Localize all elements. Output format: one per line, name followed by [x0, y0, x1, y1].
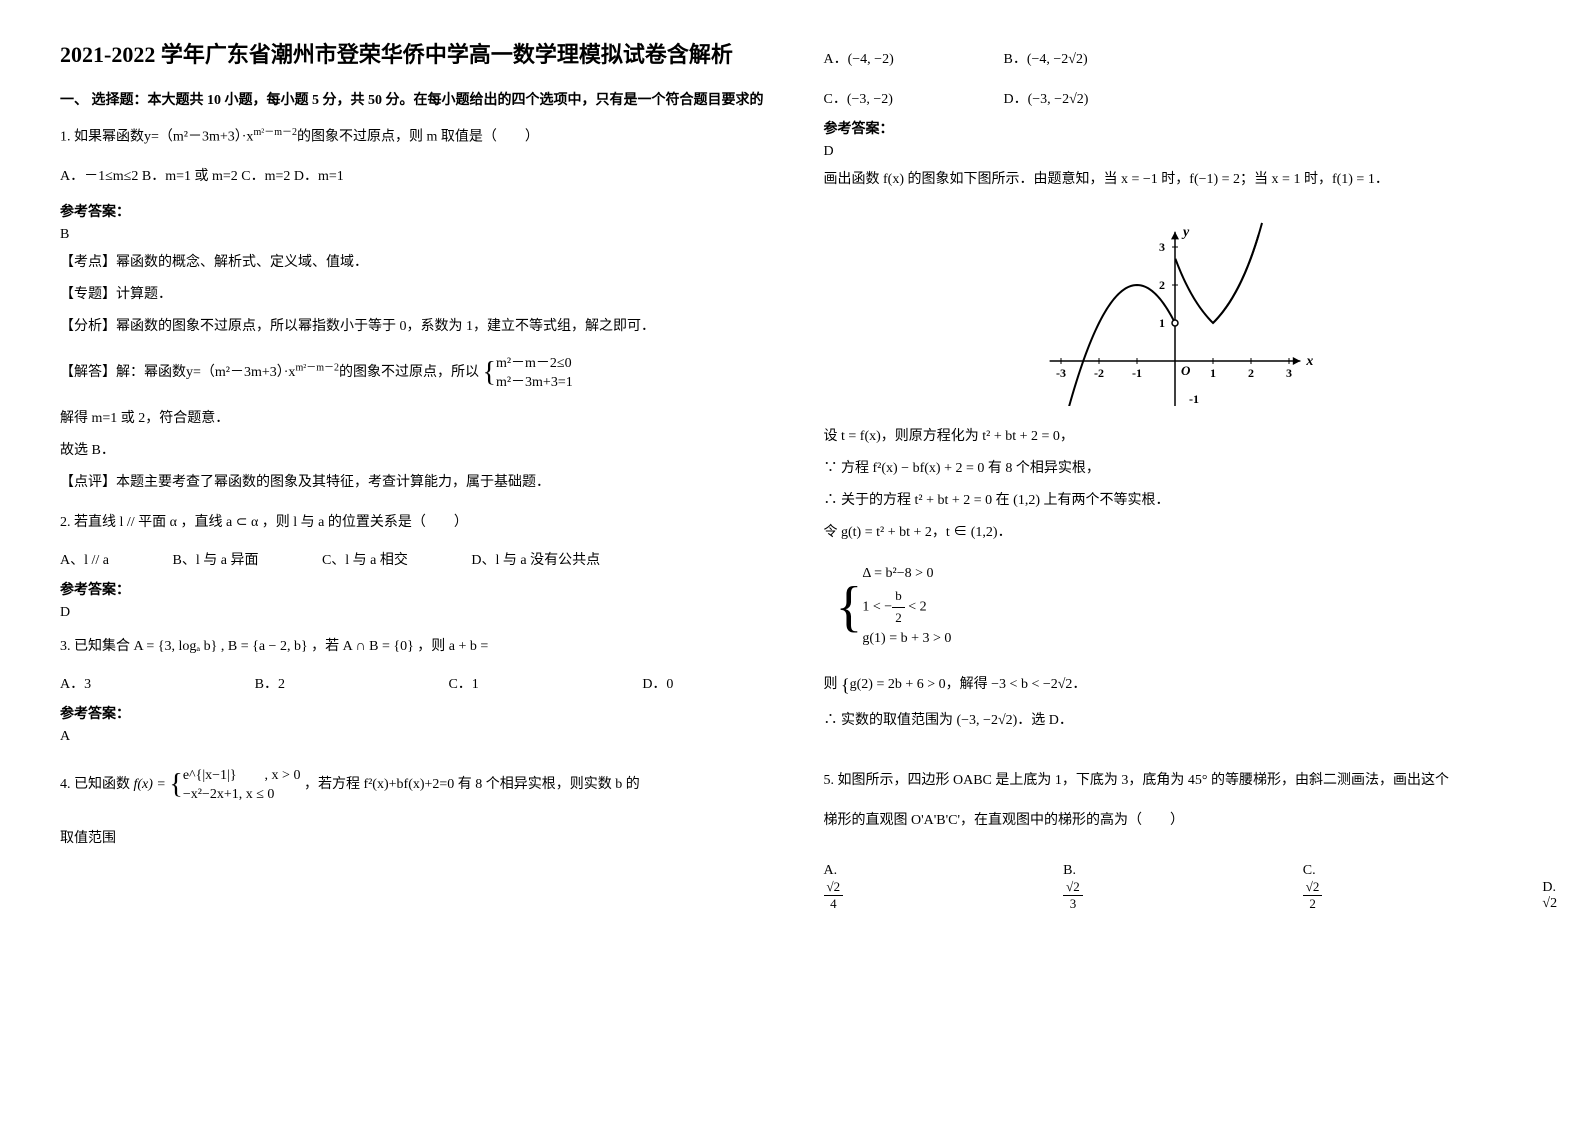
q5-optD: D. √2: [1542, 880, 1587, 912]
q1-solve: 【解答】解：幂函数y=（m²－3m+3）·xm²－m－2的图象不过原点，所以 {…: [60, 345, 764, 401]
q1-comment: 【点评】本题主要考查了幂函数的图象及其特征，考查计算能力，属于基础题．: [60, 469, 764, 497]
q1-expr: y=（m²－3m+3）·x: [144, 129, 253, 144]
svg-text:x: x: [1306, 354, 1314, 369]
svg-text:3: 3: [1286, 366, 1292, 380]
q4-graph: -3 -2 -1 1 2 3 1 2 3 -1 x y O: [824, 206, 1528, 411]
q1-point: 【考点】幂函数的概念、解析式、定义域、值域．: [60, 249, 764, 277]
q5-stem2: 梯形的直观图 O'A'B'C'，在直观图中的梯形的高为（ ）: [824, 807, 1528, 835]
q1-solve-prefix: 【解答】解：幂函数: [60, 366, 186, 381]
q4-stem-suffix: 取值范围: [60, 825, 764, 853]
q2-answer-label: 参考答案：: [60, 579, 764, 599]
brace-icon: {: [483, 345, 496, 401]
q4-stem-prefix: 4. 已知函数: [60, 778, 130, 793]
q1-cond1: m²－m－2≤0: [496, 354, 573, 374]
q1-solve2: 解得 m=1 或 2，符合题意．: [60, 405, 764, 433]
brace-icon: {: [169, 757, 182, 813]
q3-optA: A．3: [60, 673, 91, 693]
svg-text:1: 1: [1159, 316, 1165, 330]
svg-text:-1: -1: [1189, 392, 1199, 406]
svg-text:-3: -3: [1056, 366, 1066, 380]
q1-cond2: m²－3m+3=1: [496, 373, 573, 393]
q4-optC: C．(−3, −2): [824, 88, 1004, 108]
q1-analysis1: 【分析】幂函数的图象不过原点，所以幂指数小于等于 0，系数为 1，建立不等式组，…: [60, 313, 764, 341]
q3-optD: D．0: [642, 673, 673, 693]
q2-optA: A、l // a: [60, 549, 109, 569]
q4-sys4-line: 则 {g(2) = 2b + 6 > 0，解得 −3 < b < −2√2．: [824, 667, 1528, 703]
q1-solve3: 故选 B．: [60, 437, 764, 465]
q4-options: A．(−4, −2) B．(−4, −2√2) C．(−3, −2) D．(−3…: [824, 48, 1528, 108]
q1-solve-expr: y=（m²－3m+3）·x: [186, 366, 295, 381]
q4-optA: A．(−4, −2): [824, 48, 1004, 68]
q4-sys3: g(1) = b + 3 > 0: [862, 628, 951, 650]
q2-optB: B、l 与 a 异面: [173, 549, 259, 569]
q4-sys2: 1 < −b2 < 2: [862, 586, 951, 629]
q4-line3: ∵ 方程 f²(x) − bf(x) + 2 = 0 有 8 个相异实根，: [824, 455, 1528, 483]
question-5: 5. 如图所示，四边形 OABC 是上底为 1，下底为 3，底角为 45° 的等…: [824, 767, 1528, 795]
svg-text:2: 2: [1159, 278, 1165, 292]
svg-text:-2: -2: [1094, 366, 1104, 380]
q4-line1: 画出函数 f(x) 的图象如下图所示．由题意知，当 x = −1 时，f(−1)…: [824, 166, 1528, 194]
svg-text:1: 1: [1210, 366, 1216, 380]
question-1: 1. 如果幂函数y=（m²－3m+3）·xm²－m－2的图象不过原点，则 m 取…: [60, 123, 764, 152]
q3-answer-label: 参考答案：: [60, 703, 764, 723]
q1-stem-suffix: 的图象不过原点，则 m 取值是（ ）: [297, 129, 539, 144]
q3-answer: A: [60, 729, 764, 745]
q1-answer-label: 参考答案：: [60, 201, 764, 221]
q4-line5: 令 g(t) = t² + bt + 2，t ∈ (1,2)．: [824, 519, 1528, 547]
q1-solve-mid: 的图象不过原点，所以: [339, 366, 479, 381]
q2-optD: D、l 与 a 没有公共点: [471, 549, 600, 569]
q5-optB: B. √23: [1063, 863, 1203, 912]
q2-options: A、l // a B、l 与 a 异面 C、l 与 a 相交 D、l 与 a 没…: [60, 549, 764, 569]
q1-answer: B: [60, 227, 764, 243]
question-4: 4. 已知函数 f(x) = { e^{|x−1|} , x > 0 −x²−2…: [60, 757, 764, 813]
q4-line4: ∴ 关于的方程 t² + bt + 2 = 0 在 (1,2) 上有两个不等实根…: [824, 487, 1528, 515]
brace-icon: {: [836, 551, 863, 663]
section-heading: 一、 选择题：本大题共 10 小题，每小题 5 分，共 50 分。在每小题给出的…: [60, 89, 764, 109]
brace-icon: {: [841, 667, 850, 703]
q3-options: A．3 B．2 C．1 D．0: [60, 673, 764, 693]
svg-text:O: O: [1181, 363, 1191, 378]
svg-text:y: y: [1181, 225, 1190, 240]
q1-topic: 【专题】计算题．: [60, 281, 764, 309]
q3-optC: C．1: [448, 673, 478, 693]
question-2: 2. 若直线 l // 平面 α ，直线 a ⊂ α ，则 l 与 a 的位置关…: [60, 509, 764, 537]
q4-stem-mid: ，若方程 f²(x)+bf(x)+2=0 有 8 个相异实根，则实数 b 的: [304, 778, 640, 793]
q5-optA: A. √24: [824, 863, 964, 912]
q5-optC: C. √22: [1303, 863, 1443, 912]
q3-optB: B．2: [255, 673, 285, 693]
q4-answer: D: [824, 144, 1528, 160]
q4-system: { Δ = b²−8 > 0 1 < −b2 < 2 g(1) = b + 3 …: [824, 551, 1528, 663]
q4-sys1: Δ = b²−8 > 0: [862, 563, 951, 585]
page-title: 2021-2022 学年广东省潮州市登荣华侨中学高一数学理模拟试卷含解析: [60, 40, 764, 71]
q4-line6: ∴ 实数的取值范围为 (−3, −2√2)．选 D．: [824, 707, 1528, 735]
q2-optC: C、l 与 a 相交: [322, 549, 408, 569]
q4-optB: B．(−4, −2√2): [1004, 48, 1184, 68]
svg-text:2: 2: [1248, 366, 1254, 380]
q4-optD: D．(−3, −2√2): [1004, 88, 1184, 108]
q4-line2: 设 t = f(x)，则原方程化为 t² + bt + 2 = 0，: [824, 423, 1528, 451]
svg-text:3: 3: [1159, 240, 1165, 254]
function-graph: -3 -2 -1 1 2 3 1 2 3 -1 x y O: [1035, 206, 1315, 406]
q2-answer: D: [60, 605, 764, 621]
svg-text:-1: -1: [1132, 366, 1142, 380]
q5-options: A. √24 B. √23 C. √22 D. √2: [824, 863, 1528, 912]
q1-exp: m²－m－2: [253, 127, 297, 138]
q4-case2: −x²−2x+1, x ≤ 0: [183, 785, 301, 805]
q1-stem-prefix: 1. 如果幂函数: [60, 129, 144, 144]
question-3: 3. 已知集合 A = {3, logₐ b} , B = {a − 2, b}…: [60, 633, 764, 661]
q1-solve-exp: m²－m－2: [295, 363, 339, 374]
q4-answer-label: 参考答案：: [824, 118, 1528, 138]
q1-options: A．－1≤m≤2 B．m=1 或 m=2 C．m=2 D．m=1: [60, 163, 764, 191]
q4-case1: e^{|x−1|} , x > 0: [183, 766, 301, 786]
